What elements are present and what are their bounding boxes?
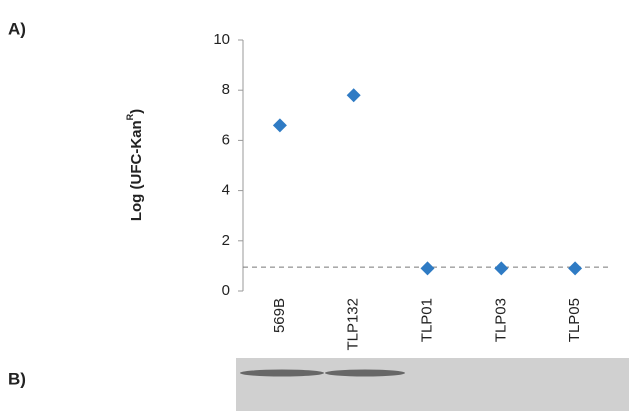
- gel-shade: [236, 358, 629, 411]
- x-tick-label: 569B: [271, 298, 288, 333]
- y-axis-label: Log (UFC-KanR): [125, 109, 145, 221]
- y-axis-label-end: ): [128, 109, 145, 114]
- y-tick-label: 10: [213, 31, 230, 48]
- gel-band: [325, 370, 405, 377]
- y-tick-label: 2: [222, 232, 230, 249]
- gel-band: [240, 370, 324, 377]
- point: [421, 261, 435, 275]
- point: [347, 88, 361, 102]
- y-tick-label: 0: [222, 282, 230, 299]
- x-tick-label: TLP03: [492, 298, 509, 342]
- y-tick-label: 6: [222, 131, 230, 148]
- gel-image: [236, 358, 629, 411]
- panel-label: A): [8, 19, 26, 38]
- x-tick-label: TLP132: [345, 298, 362, 351]
- figure: A) B) Log (UFC-KanR) 0 2 4 6 8 10 569B TLP132 TL…: [0, 0, 629, 411]
- panel-label: B): [8, 369, 26, 388]
- x-tick-label: TLP01: [418, 298, 435, 342]
- point: [568, 261, 582, 275]
- y-axis-label-text: Log (UFC-Kan: [128, 120, 145, 221]
- y-tick-label: 4: [222, 182, 230, 199]
- x-tick-label: TLP05: [566, 298, 583, 342]
- point: [273, 118, 287, 132]
- point: [494, 261, 508, 275]
- y-tick-label: 8: [222, 81, 230, 98]
